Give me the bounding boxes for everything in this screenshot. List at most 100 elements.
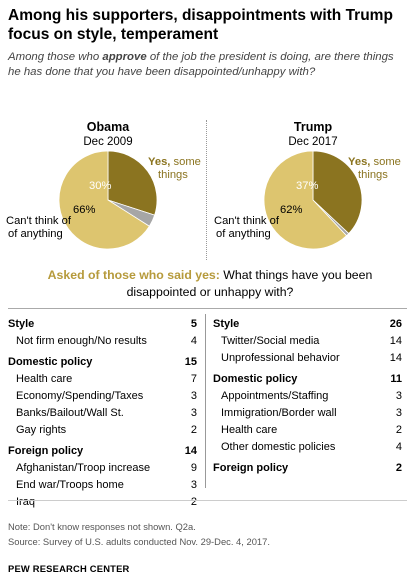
trump-table-row: Other domestic policies 4 (213, 439, 402, 456)
obama-category-row: Domestic policy 15 (8, 354, 197, 371)
obama-row-label: Health care (16, 373, 73, 385)
trump-cant-label-line1: Can't think of (214, 215, 279, 227)
obama-pie-date: Dec 2009 (83, 136, 133, 148)
trump-yes-label-line2: things (358, 169, 388, 181)
table-divider (205, 314, 206, 488)
obama-row-value: 9 (190, 462, 197, 474)
obama-pie-chart (58, 150, 158, 250)
trump-pie-header: Trump Dec 2017 (253, 119, 373, 150)
obama-row-label: Afghanistan/Troop increase (16, 462, 151, 474)
pie-divider (206, 120, 207, 260)
trump-row-value: 2 (395, 462, 402, 474)
trump-row-label: Style (213, 318, 240, 330)
title-line-2: focus on style, temperament (8, 26, 219, 43)
trump-row-label: Immigration/Border wall (221, 407, 337, 419)
obama-cant-label-line1: Can't think of (6, 215, 71, 227)
trump-yes-label: Yes, some (348, 156, 401, 169)
trump-row-value: 11 (390, 373, 402, 385)
obama-row-value: 14 (184, 445, 197, 457)
trump-row-value: 4 (395, 441, 402, 453)
trump-row-label: Health care (221, 424, 278, 436)
obama-row-label: Not firm enough/No results (16, 335, 147, 347)
obama-table-row: Iraq 2 (8, 494, 197, 511)
obama-cant-think-slice (58, 150, 150, 250)
obama-row-label: End war/Troops home (16, 479, 124, 491)
trump-pie-chart (263, 150, 363, 250)
trump-row-value: 3 (395, 390, 402, 402)
obama-row-value: 3 (190, 390, 197, 402)
obama-row-value: 4 (190, 335, 197, 347)
obama-yes-slice (107, 150, 158, 216)
trump-row-label: Other domestic policies (221, 441, 336, 453)
trump-row-value: 26 (389, 318, 402, 330)
trump-pie-name: Trump (293, 120, 333, 134)
obama-yes-value: 30% (89, 180, 112, 192)
trump-cant-value: 62% (280, 204, 303, 216)
trump-pie-date: Dec 2017 (288, 136, 338, 148)
title-line-1: Among his supporters, disappointments wi… (8, 7, 393, 24)
obama-yes-label-line2: things (158, 169, 188, 181)
obama-table-row: Health care 7 (8, 371, 197, 388)
subtitle-bold: approve (102, 51, 147, 63)
obama-table-row: End war/Troops home 3 (8, 477, 197, 494)
subtitle-pre: Among those who (8, 51, 103, 63)
trump-row-value: 14 (389, 352, 402, 364)
obama-row-label: Economy/Spending/Taxes (16, 390, 144, 402)
obama-row-label: Iraq (16, 496, 35, 508)
note-line: Note: Don't know responses not shown. Q2… (8, 521, 196, 532)
obama-cant-value: 66% (73, 204, 96, 216)
obama-category-row: Style 5 (8, 316, 197, 333)
source-line: Source: Survey of U.S. adults conducted … (8, 536, 270, 547)
obama-category-row: Foreign policy 14 (8, 443, 197, 460)
obama-pie-header: Obama Dec 2009 (48, 119, 168, 150)
question-bold: Asked of those who said yes: (47, 268, 220, 282)
obama-row-value: 5 (190, 318, 197, 330)
footer-brand: PEW RESEARCH CENTER (8, 563, 130, 574)
obama-table-row: Economy/Spending/Taxes 3 (8, 388, 197, 405)
chart-subtitle: Among those who approve of the job the p… (8, 50, 408, 80)
trump-row-label: Appointments/Staffing (221, 390, 329, 402)
trump-table-row: Health care 2 (213, 422, 402, 439)
trump-row-label: Unprofessional behavior (221, 352, 340, 364)
obama-row-value: 7 (190, 373, 197, 385)
trump-cant-label-line2: of anything (216, 228, 271, 240)
obama-yes-label: Yes, some (148, 156, 201, 169)
chart-title: Among his supporters, disappointments wi… (8, 6, 408, 44)
table-top-rule (8, 308, 407, 309)
table-bottom-rule (8, 500, 407, 501)
trump-row-label: Foreign policy (213, 462, 289, 474)
trump-table-row: Unprofessional behavior 14 (213, 350, 402, 367)
question-rest: What things have you been disappointed o… (126, 268, 373, 299)
trump-row-value: 14 (389, 335, 402, 347)
trump-table-row: Immigration/Border wall 3 (213, 405, 402, 422)
obama-table-row: Not firm enough/No results 4 (8, 333, 197, 350)
trump-cant-think-slice (263, 150, 348, 250)
obama-table-row: Banks/Bailout/Wall St. 3 (8, 405, 197, 422)
obama-row-value: 2 (190, 496, 197, 508)
followup-question: Asked of those who said yes: What things… (20, 267, 400, 301)
obama-row-value: 15 (184, 356, 197, 368)
obama-pie-name: Obama (86, 120, 130, 134)
obama-row-value: 2 (190, 424, 197, 436)
obama-table: Style 5 Not firm enough/No results 4 Domesti… (8, 316, 197, 511)
trump-table-row: Twitter/Social media 14 (213, 333, 402, 350)
subtitle-post: of the job the president is doing, are t… (8, 51, 394, 78)
trump-row-value: 3 (395, 407, 402, 419)
obama-row-value: 3 (190, 479, 197, 491)
trump-row-label: Domestic policy (213, 373, 298, 385)
obama-yes-word: Yes, (148, 156, 171, 168)
obama-table-row: Gay rights 2 (8, 422, 197, 439)
obama-row-value: 3 (190, 407, 197, 419)
obama-row-label: Foreign policy (8, 445, 84, 457)
obama-cant-label-line2: of anything (8, 228, 63, 240)
trump-yes-rest: some (370, 156, 401, 168)
trump-category-row: Foreign policy 2 (213, 460, 402, 477)
obama-yes-rest: some (170, 156, 201, 168)
trump-yes-value: 37% (296, 180, 319, 192)
obama-table-row: Afghanistan/Troop increase 9 (8, 460, 197, 477)
obama-row-label: Gay rights (16, 424, 67, 436)
trump-yes-word: Yes, (348, 156, 371, 168)
trump-yes-slice (312, 150, 363, 235)
obama-row-label: Banks/Bailout/Wall St. (16, 407, 124, 419)
obama-row-label: Style (8, 318, 35, 330)
